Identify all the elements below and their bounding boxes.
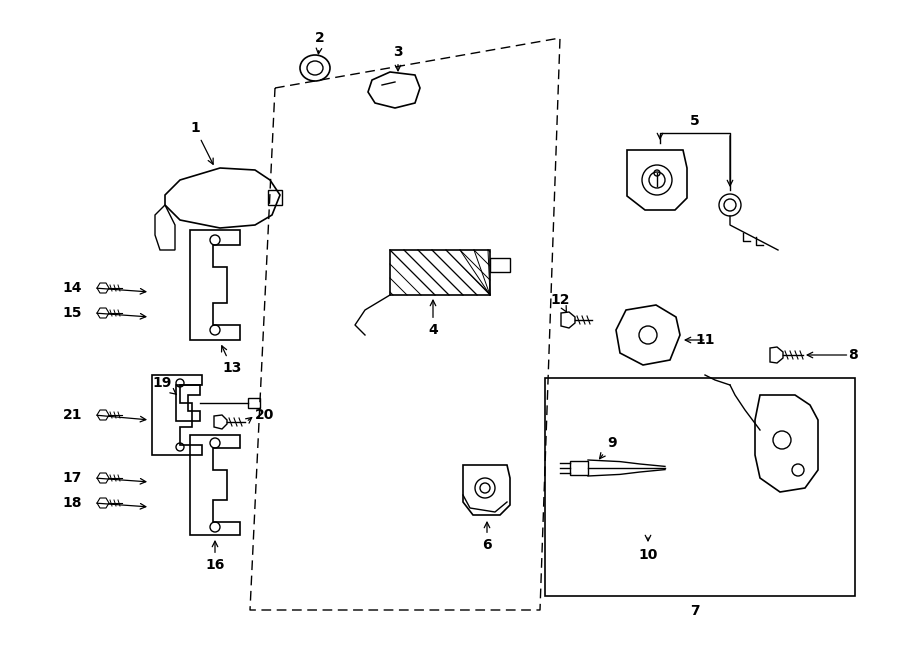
Text: 8: 8: [848, 348, 858, 362]
Text: 17: 17: [63, 471, 82, 485]
Text: 9: 9: [599, 436, 616, 459]
Text: 1: 1: [190, 121, 213, 165]
Text: 14: 14: [62, 281, 82, 295]
Text: 13: 13: [221, 346, 242, 375]
Text: 7: 7: [690, 604, 700, 618]
Text: 2: 2: [315, 31, 325, 54]
Text: 3: 3: [393, 45, 403, 71]
Text: 6: 6: [482, 522, 491, 552]
Text: 20: 20: [255, 408, 274, 422]
Text: 16: 16: [205, 541, 225, 572]
Text: 21: 21: [62, 408, 82, 422]
Text: 4: 4: [428, 300, 438, 337]
Text: 18: 18: [62, 496, 82, 510]
Text: 5: 5: [690, 114, 700, 128]
Text: 15: 15: [62, 306, 82, 320]
Text: 12: 12: [550, 293, 570, 313]
Text: 10: 10: [638, 548, 658, 562]
Text: 11: 11: [696, 333, 715, 347]
Text: 19: 19: [152, 376, 176, 395]
